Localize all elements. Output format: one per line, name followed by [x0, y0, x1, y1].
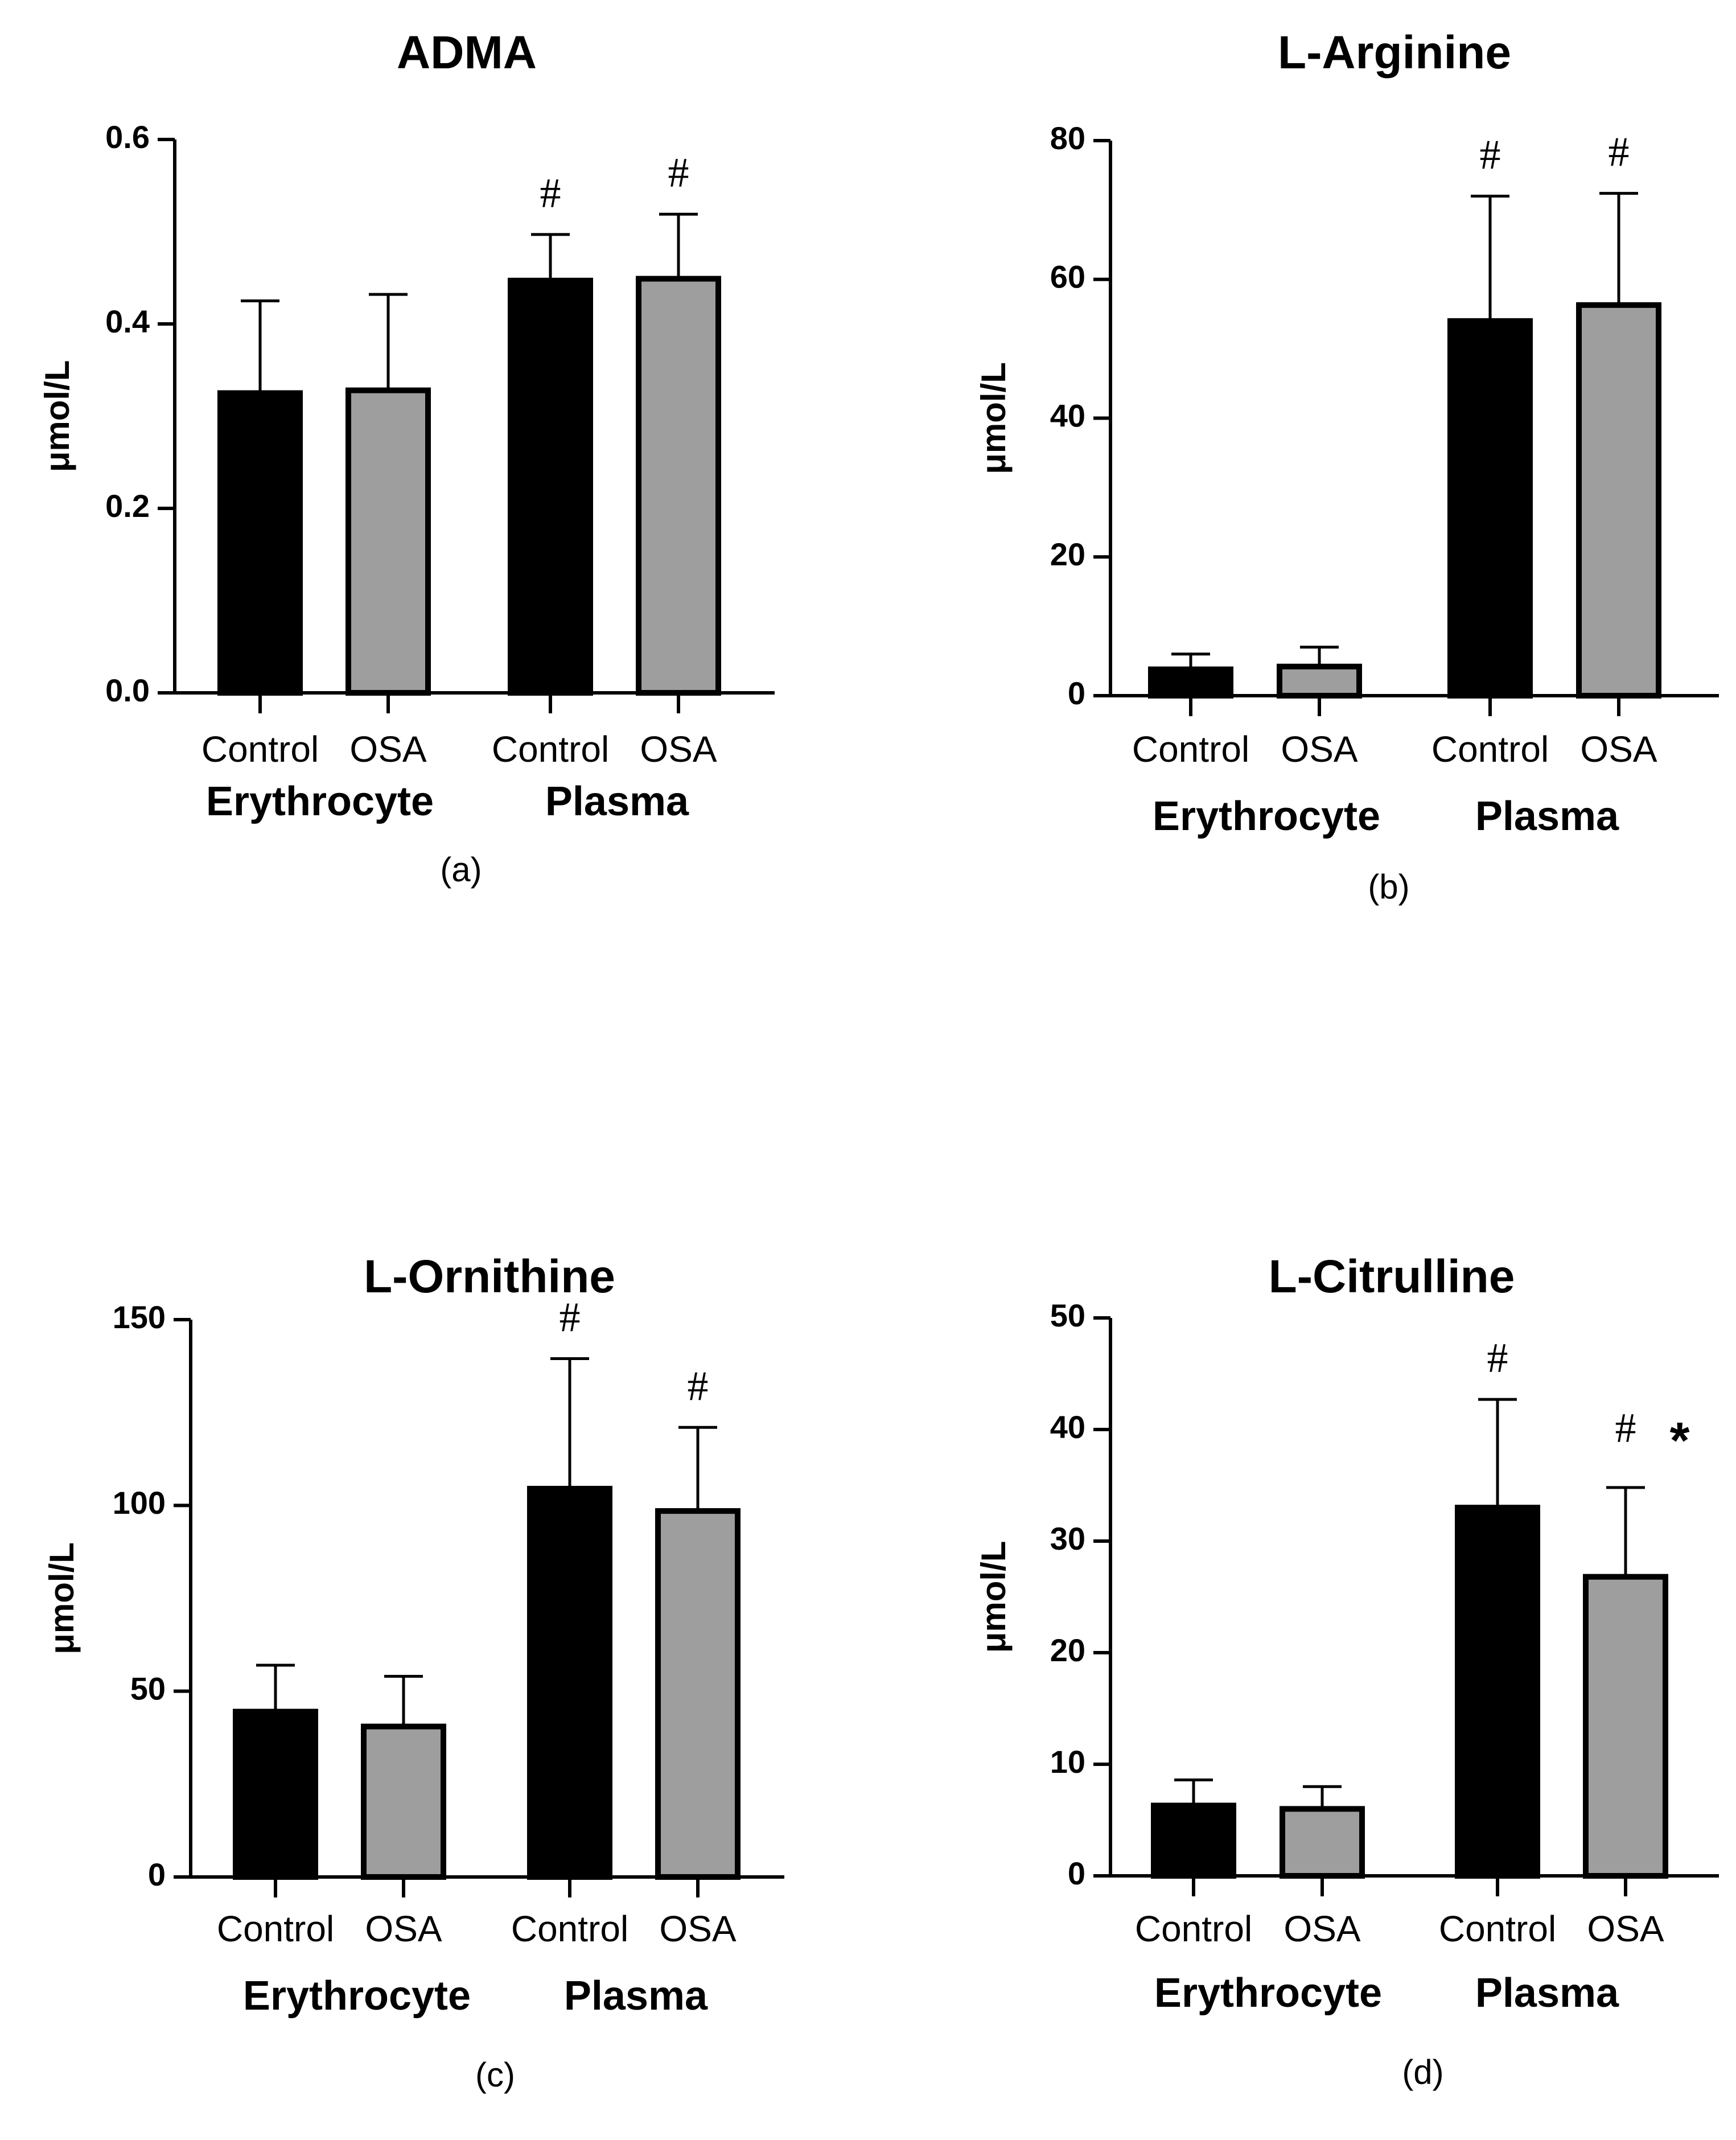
x-tick-label: Control [1135, 1908, 1252, 1949]
y-tick-label: 0 [1068, 1855, 1085, 1891]
group-label-plasma: Plasma [1475, 794, 1619, 839]
group-label-erythrocyte: Erythrocyte [206, 779, 434, 824]
bar-control [527, 1485, 612, 1880]
chart-title: L-Ornithine [364, 1251, 615, 1303]
group-label-erythrocyte: Erythrocyte [243, 1973, 471, 2019]
y-tick-label: 20 [1050, 1632, 1085, 1668]
significance-mark: # [540, 170, 561, 217]
significance-mark: # [1480, 132, 1501, 179]
significance-mark: # [560, 1295, 581, 1341]
chart-title: ADMA [397, 27, 537, 79]
y-tick-label: 10 [1050, 1744, 1085, 1780]
y-tick-label: 0 [1068, 675, 1085, 711]
panel-label: (a) [440, 851, 482, 889]
x-tick-label: OSA [640, 729, 717, 770]
x-tick-label: Control [217, 1908, 334, 1949]
y-tick-label: 30 [1050, 1521, 1085, 1556]
x-tick-label: OSA [1580, 729, 1657, 770]
bar-control [217, 390, 303, 696]
chart-panel-3: L-Ornithine μmol/L 0 50 100 150 Control OSA Cont… [43, 1251, 784, 2094]
chart-title: L-Arginine [1278, 27, 1511, 79]
bar-control [1455, 1505, 1540, 1879]
bar-osa [345, 387, 431, 696]
bar-osa [361, 1723, 446, 1880]
bar-control [508, 277, 593, 696]
chart-title: L-Citrulline [1269, 1251, 1515, 1303]
y-tick-label: 50 [130, 1670, 166, 1706]
y-tick-label: 80 [1050, 120, 1085, 156]
group-label-plasma: Plasma [564, 1973, 708, 2019]
x-tick-label: OSA [659, 1908, 736, 1949]
significance-mark: # [1615, 1405, 1636, 1452]
bar-control [233, 1708, 318, 1880]
bar-osa [1576, 302, 1661, 699]
x-tick-label: Control [1132, 729, 1249, 770]
y-tick-label: 0.0 [105, 672, 150, 708]
x-tick-label: Control [511, 1908, 628, 1949]
x-tick-label: OSA [1281, 729, 1357, 770]
y-axis-label: μmol/L [38, 360, 76, 473]
x-tick-label: OSA [365, 1908, 442, 1949]
significance-mark: # [668, 150, 689, 196]
bar-osa [1280, 1806, 1365, 1879]
panel-label: (d) [1402, 2053, 1443, 2091]
group-label-plasma: Plasma [1475, 1970, 1619, 2016]
x-tick-label: OSA [1284, 1908, 1360, 1949]
y-tick-label: 50 [1050, 1297, 1085, 1333]
y-tick-label: 40 [1050, 397, 1085, 433]
y-tick-label: 40 [1050, 1409, 1085, 1445]
bar-osa [1583, 1574, 1668, 1879]
significance-mark: # [1609, 129, 1630, 176]
y-tick-label: 0 [148, 1856, 166, 1892]
x-tick-label: OSA [1587, 1908, 1664, 1949]
y-axis-label: μmol/L [43, 1542, 81, 1654]
x-tick-label: Control [1431, 729, 1549, 770]
x-tick-label: Control [201, 729, 319, 770]
y-tick-label: 0.4 [105, 303, 150, 339]
group-label-plasma: Plasma [545, 779, 689, 824]
y-axis-label: μmol/L [974, 1541, 1013, 1653]
chart-panel-4: L-Citrulline μmol/L 0 10 20 30 40 50 Control OSA C… [974, 1251, 1719, 2091]
y-tick-label: 0.2 [105, 488, 150, 524]
y-tick-label: 20 [1050, 536, 1085, 572]
bar-osa [1277, 663, 1362, 699]
x-tick-label: Control [492, 729, 609, 770]
x-tick-label: Control [1439, 1908, 1556, 1949]
bar-control [1151, 1802, 1236, 1879]
y-tick-label: 150 [113, 1299, 166, 1335]
bar-control [1447, 318, 1533, 699]
significance-mark: # [1487, 1335, 1508, 1382]
group-label-erythrocyte: Erythrocyte [1153, 794, 1380, 839]
y-tick-label: 100 [113, 1485, 166, 1521]
panel-label: (c) [475, 2056, 515, 2094]
y-tick-label: 0.6 [105, 119, 150, 155]
y-tick-label: 60 [1050, 259, 1085, 295]
group-label-erythrocyte: Erythrocyte [1154, 1970, 1382, 2016]
bar-osa [636, 276, 721, 696]
chart-panel-1: ADMA μmol/L 0.0 0.2 0.4 0.6 Control OSA Control #… [38, 27, 775, 889]
x-tick-label: OSA [349, 729, 426, 770]
significance-mark: # [688, 1363, 709, 1410]
panel-label: (b) [1368, 868, 1409, 906]
significance-star: * [1669, 1412, 1689, 1469]
bar-control [1148, 666, 1233, 699]
bar-osa [655, 1508, 741, 1880]
chart-panel-2: L-Arginine μmol/L 0 20 40 60 80 Control OSA Contr… [974, 27, 1719, 906]
y-axis-label: μmol/L [974, 362, 1013, 474]
